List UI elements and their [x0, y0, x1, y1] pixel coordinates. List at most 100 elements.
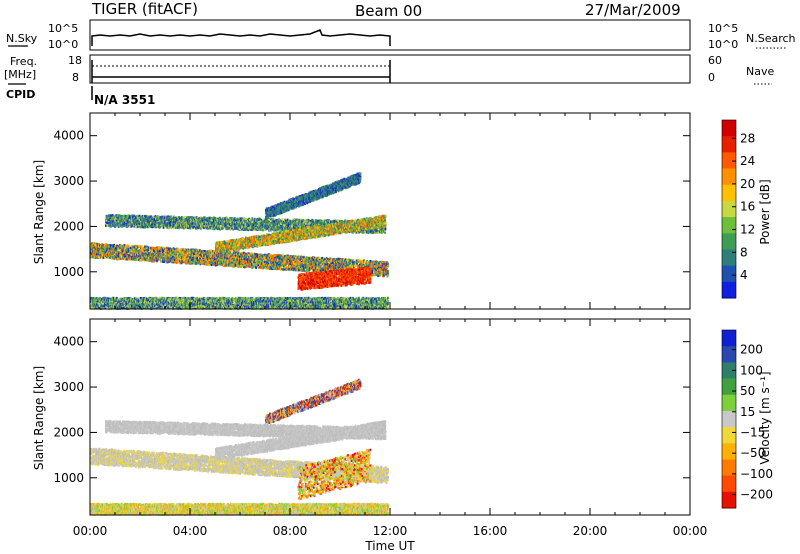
power-cell [202, 251, 205, 254]
power-cell [172, 257, 174, 260]
power-cell [119, 255, 122, 258]
power-cell [116, 248, 119, 251]
power-cell [145, 253, 148, 256]
power-cell [214, 264, 217, 267]
nave-label: Nave [746, 65, 774, 78]
power-cell [221, 259, 224, 262]
power-cell [179, 258, 182, 261]
power-cell [113, 249, 115, 252]
power-cell [191, 252, 194, 255]
power-cell [214, 262, 217, 265]
power-cell [241, 255, 243, 258]
power-cell [236, 251, 239, 254]
power-cell [158, 248, 161, 252]
power-cell [230, 259, 233, 262]
power-cell [255, 266, 258, 269]
power-cell [206, 263, 209, 266]
power-cell [123, 251, 126, 254]
power-cell [234, 251, 237, 254]
power-cell [198, 255, 201, 258]
freq-strip: Freq. [MHz] 18 8 60 0 Nave [4, 54, 774, 85]
power-cell [107, 256, 110, 259]
power-cell [247, 263, 250, 266]
power-cell [254, 256, 257, 259]
power-cell [277, 253, 279, 256]
power-cell [206, 262, 209, 265]
power-cell [190, 248, 193, 251]
power-cell [209, 256, 212, 259]
power-cell [134, 248, 136, 252]
power-cell [263, 256, 265, 259]
power-cell [111, 244, 114, 247]
power-cell [196, 257, 199, 260]
power-cell [208, 259, 211, 262]
power-cell [254, 264, 256, 267]
power-cell [159, 260, 162, 263]
power-cell [176, 256, 179, 260]
power-cell [160, 250, 163, 253]
power-cell [234, 258, 237, 261]
power-cell [229, 261, 232, 264]
power-cell [216, 262, 219, 265]
power-cell [168, 256, 170, 259]
power-cell [107, 246, 110, 249]
power-cell [105, 243, 108, 246]
power-cell [257, 259, 260, 262]
power-cell [175, 258, 178, 261]
power-cell [164, 251, 167, 255]
power-cell [268, 257, 270, 260]
power-cell [230, 258, 233, 261]
power-cell [260, 266, 263, 269]
power-cell [275, 267, 278, 270]
power-cell [387, 265, 389, 268]
power-cell [142, 252, 144, 255]
power-cell [190, 256, 193, 259]
power-cell [107, 244, 110, 247]
plot-title: TIGER (fitACF) [91, 0, 198, 18]
power-cell [180, 250, 183, 253]
power-cell [115, 249, 118, 252]
power-cell [258, 266, 260, 269]
power-cell [144, 256, 146, 259]
power-cell [276, 261, 278, 264]
date-label: 27/Mar/2009 [585, 1, 681, 19]
power-cell [387, 274, 389, 277]
power-cell [282, 254, 284, 257]
power-cell [197, 249, 200, 252]
power-cell [204, 255, 207, 258]
power-cell [244, 266, 247, 269]
power-cell [265, 256, 268, 259]
power-cell [220, 254, 223, 257]
power-cell [90, 256, 93, 259]
power-cell [183, 249, 185, 252]
power-cell [155, 251, 158, 254]
power-cell [166, 258, 169, 261]
power-cell [133, 256, 136, 259]
power-cell [181, 250, 184, 253]
power-cell [239, 257, 242, 260]
power-cell [149, 259, 151, 262]
nave-tick-bottom: 0 [708, 71, 715, 84]
power-cell [387, 270, 389, 273]
power-cell [246, 252, 249, 255]
noise-tick-right-bottom: 10^0 [708, 38, 738, 51]
power-cell [273, 267, 275, 270]
power-cell [98, 255, 100, 259]
power-cell [183, 261, 186, 264]
power-cell [235, 254, 238, 257]
power-cell [185, 262, 188, 265]
power-cell [192, 249, 195, 252]
power-cell [387, 262, 389, 265]
power-cell [246, 258, 248, 261]
power-cell [164, 250, 166, 253]
power-cell [120, 257, 123, 260]
power-cell [225, 259, 228, 262]
power-cell [169, 252, 172, 256]
power-cell [291, 262, 293, 265]
power-cell [245, 265, 248, 268]
power-cell [100, 247, 103, 250]
power-cell [237, 251, 240, 254]
power-cell [270, 255, 273, 258]
